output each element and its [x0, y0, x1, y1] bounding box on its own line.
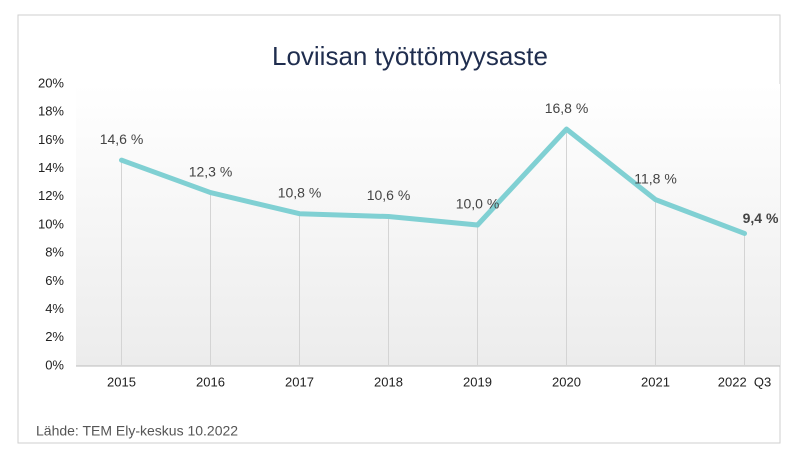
- x-tick-label: 2021: [641, 374, 670, 389]
- value-label: 16,8 %: [545, 100, 589, 116]
- x-tick-label: 2015: [107, 374, 136, 389]
- y-tick-label: 10%: [38, 216, 64, 231]
- y-tick-label: 2%: [45, 329, 64, 344]
- value-label: 11,8 %: [634, 170, 677, 186]
- value-label: 12,3 %: [189, 163, 233, 179]
- x-tick-label: 2018: [374, 374, 403, 389]
- y-tick-label: 16%: [38, 132, 64, 147]
- y-tick-label: 14%: [38, 160, 64, 175]
- value-label: 14,6 %: [100, 131, 144, 147]
- chart-title: Loviisan työttömyysaste: [272, 41, 548, 71]
- value-label: 10,0 %: [456, 196, 500, 212]
- value-label: 10,8 %: [278, 184, 322, 200]
- x-tick-label: 2019: [463, 374, 492, 389]
- y-tick-label: 4%: [45, 301, 64, 316]
- line-series: [119, 126, 747, 236]
- y-tick-label: 8%: [45, 245, 64, 260]
- value-label: 10,6 %: [367, 187, 411, 203]
- source: Lähde: TEM Ely-keskus 10.2022: [36, 423, 238, 439]
- y-tick-label: 20%: [38, 75, 64, 90]
- x-tick-label: 2016: [196, 374, 225, 389]
- x-tick-label: 2017: [285, 374, 314, 389]
- plot-area: [76, 84, 780, 366]
- y-tick-label: 18%: [38, 104, 64, 119]
- y-tick-label: 0%: [45, 357, 64, 372]
- value-label: 9,4 %: [743, 210, 779, 226]
- y-tick-label: 12%: [38, 188, 64, 203]
- x-tick-label: 2022 Q3: [718, 374, 772, 389]
- y-tick-label: 6%: [45, 273, 64, 288]
- x-tick-label: 2020: [552, 374, 581, 389]
